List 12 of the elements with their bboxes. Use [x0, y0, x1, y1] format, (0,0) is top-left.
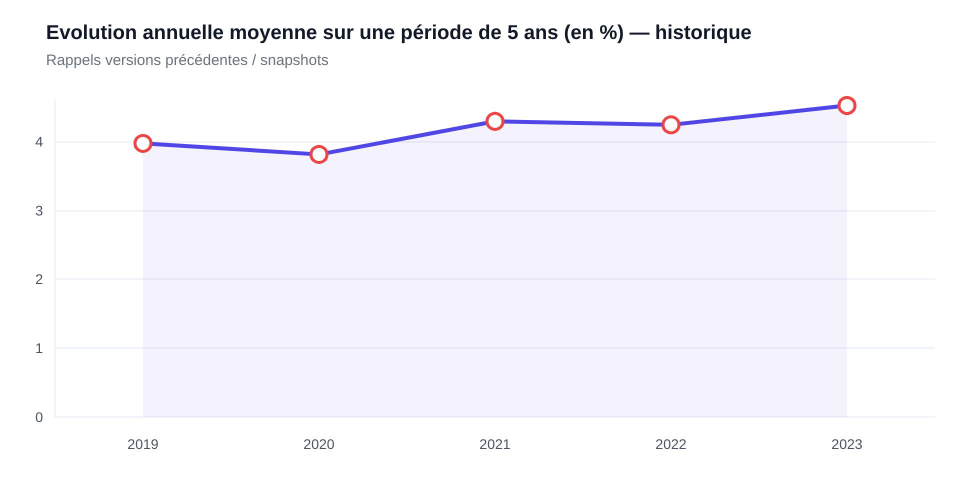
y-tick-label: 1 — [35, 340, 44, 356]
y-tick-label: 4 — [35, 133, 44, 150]
y-tick-label: 3 — [35, 202, 44, 218]
chart-title: Evolution annuelle moyenne sur une période de 5 ans (en %) — historique — [46, 22, 752, 44]
x-tick-label: 2023 — [831, 436, 863, 452]
x-tick-label: 2022 — [655, 436, 687, 452]
y-tick-label: 0 — [35, 409, 44, 425]
chart-subtitle: Rappels versions précédentes / snapshots — [46, 52, 329, 69]
x-tick-label: 2019 — [127, 436, 159, 452]
x-tick-label: 2021 — [479, 436, 511, 452]
x-tick-label: 2020 — [303, 436, 335, 452]
y-tick-label: 2 — [35, 271, 44, 288]
